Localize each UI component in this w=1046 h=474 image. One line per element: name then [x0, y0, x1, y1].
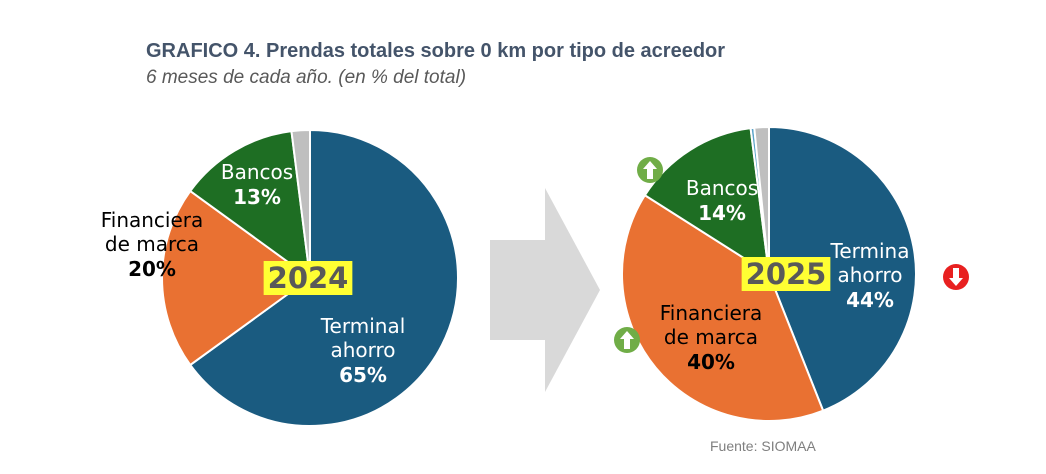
- pie-2025: [621, 125, 917, 422]
- trend-icons: [614, 157, 969, 353]
- chart-subtitle: 6 meses de cada año. (en % del total): [146, 67, 467, 88]
- slice-label: Bancos 13%: [221, 160, 293, 209]
- pie-slice: [161, 189, 312, 367]
- pie-2024-labels: Terminal ahorro 65% Financiera de marca 20% Ba…: [101, 160, 406, 387]
- year-label: 2025: [746, 257, 827, 291]
- chart-title: GRAFICO 4. Prendas totales sobre 0 km po…: [146, 40, 726, 62]
- source-note: Fuente: SIOMAA: [710, 438, 816, 454]
- year-label: 2024: [268, 261, 349, 295]
- year-badge: [741, 257, 831, 291]
- pie-slice: [621, 193, 825, 422]
- slice-label: Termina ahorro 44%: [830, 239, 910, 312]
- arrow-up-icon: [637, 157, 663, 183]
- pie-slice: [753, 125, 770, 275]
- slice-label: Financiera de marca 40%: [660, 301, 763, 374]
- transition-arrow: [490, 188, 600, 392]
- pie-slice: [768, 125, 917, 412]
- pie-slice: [643, 127, 771, 276]
- year-badge: [263, 261, 353, 295]
- arrow-down-icon: [943, 264, 969, 290]
- pie-2025-labels: Termina ahorro 44% Financiera de marca 40% Ban…: [660, 176, 910, 374]
- arrow-up-icon: [614, 327, 640, 353]
- slice-label: Financiera de marca 20%: [101, 208, 204, 281]
- slice-label: Bancos 14%: [686, 176, 758, 225]
- pie-slice: [188, 130, 312, 281]
- slice-label: Terminal ahorro 65%: [320, 314, 406, 387]
- pie-slice: [290, 128, 311, 279]
